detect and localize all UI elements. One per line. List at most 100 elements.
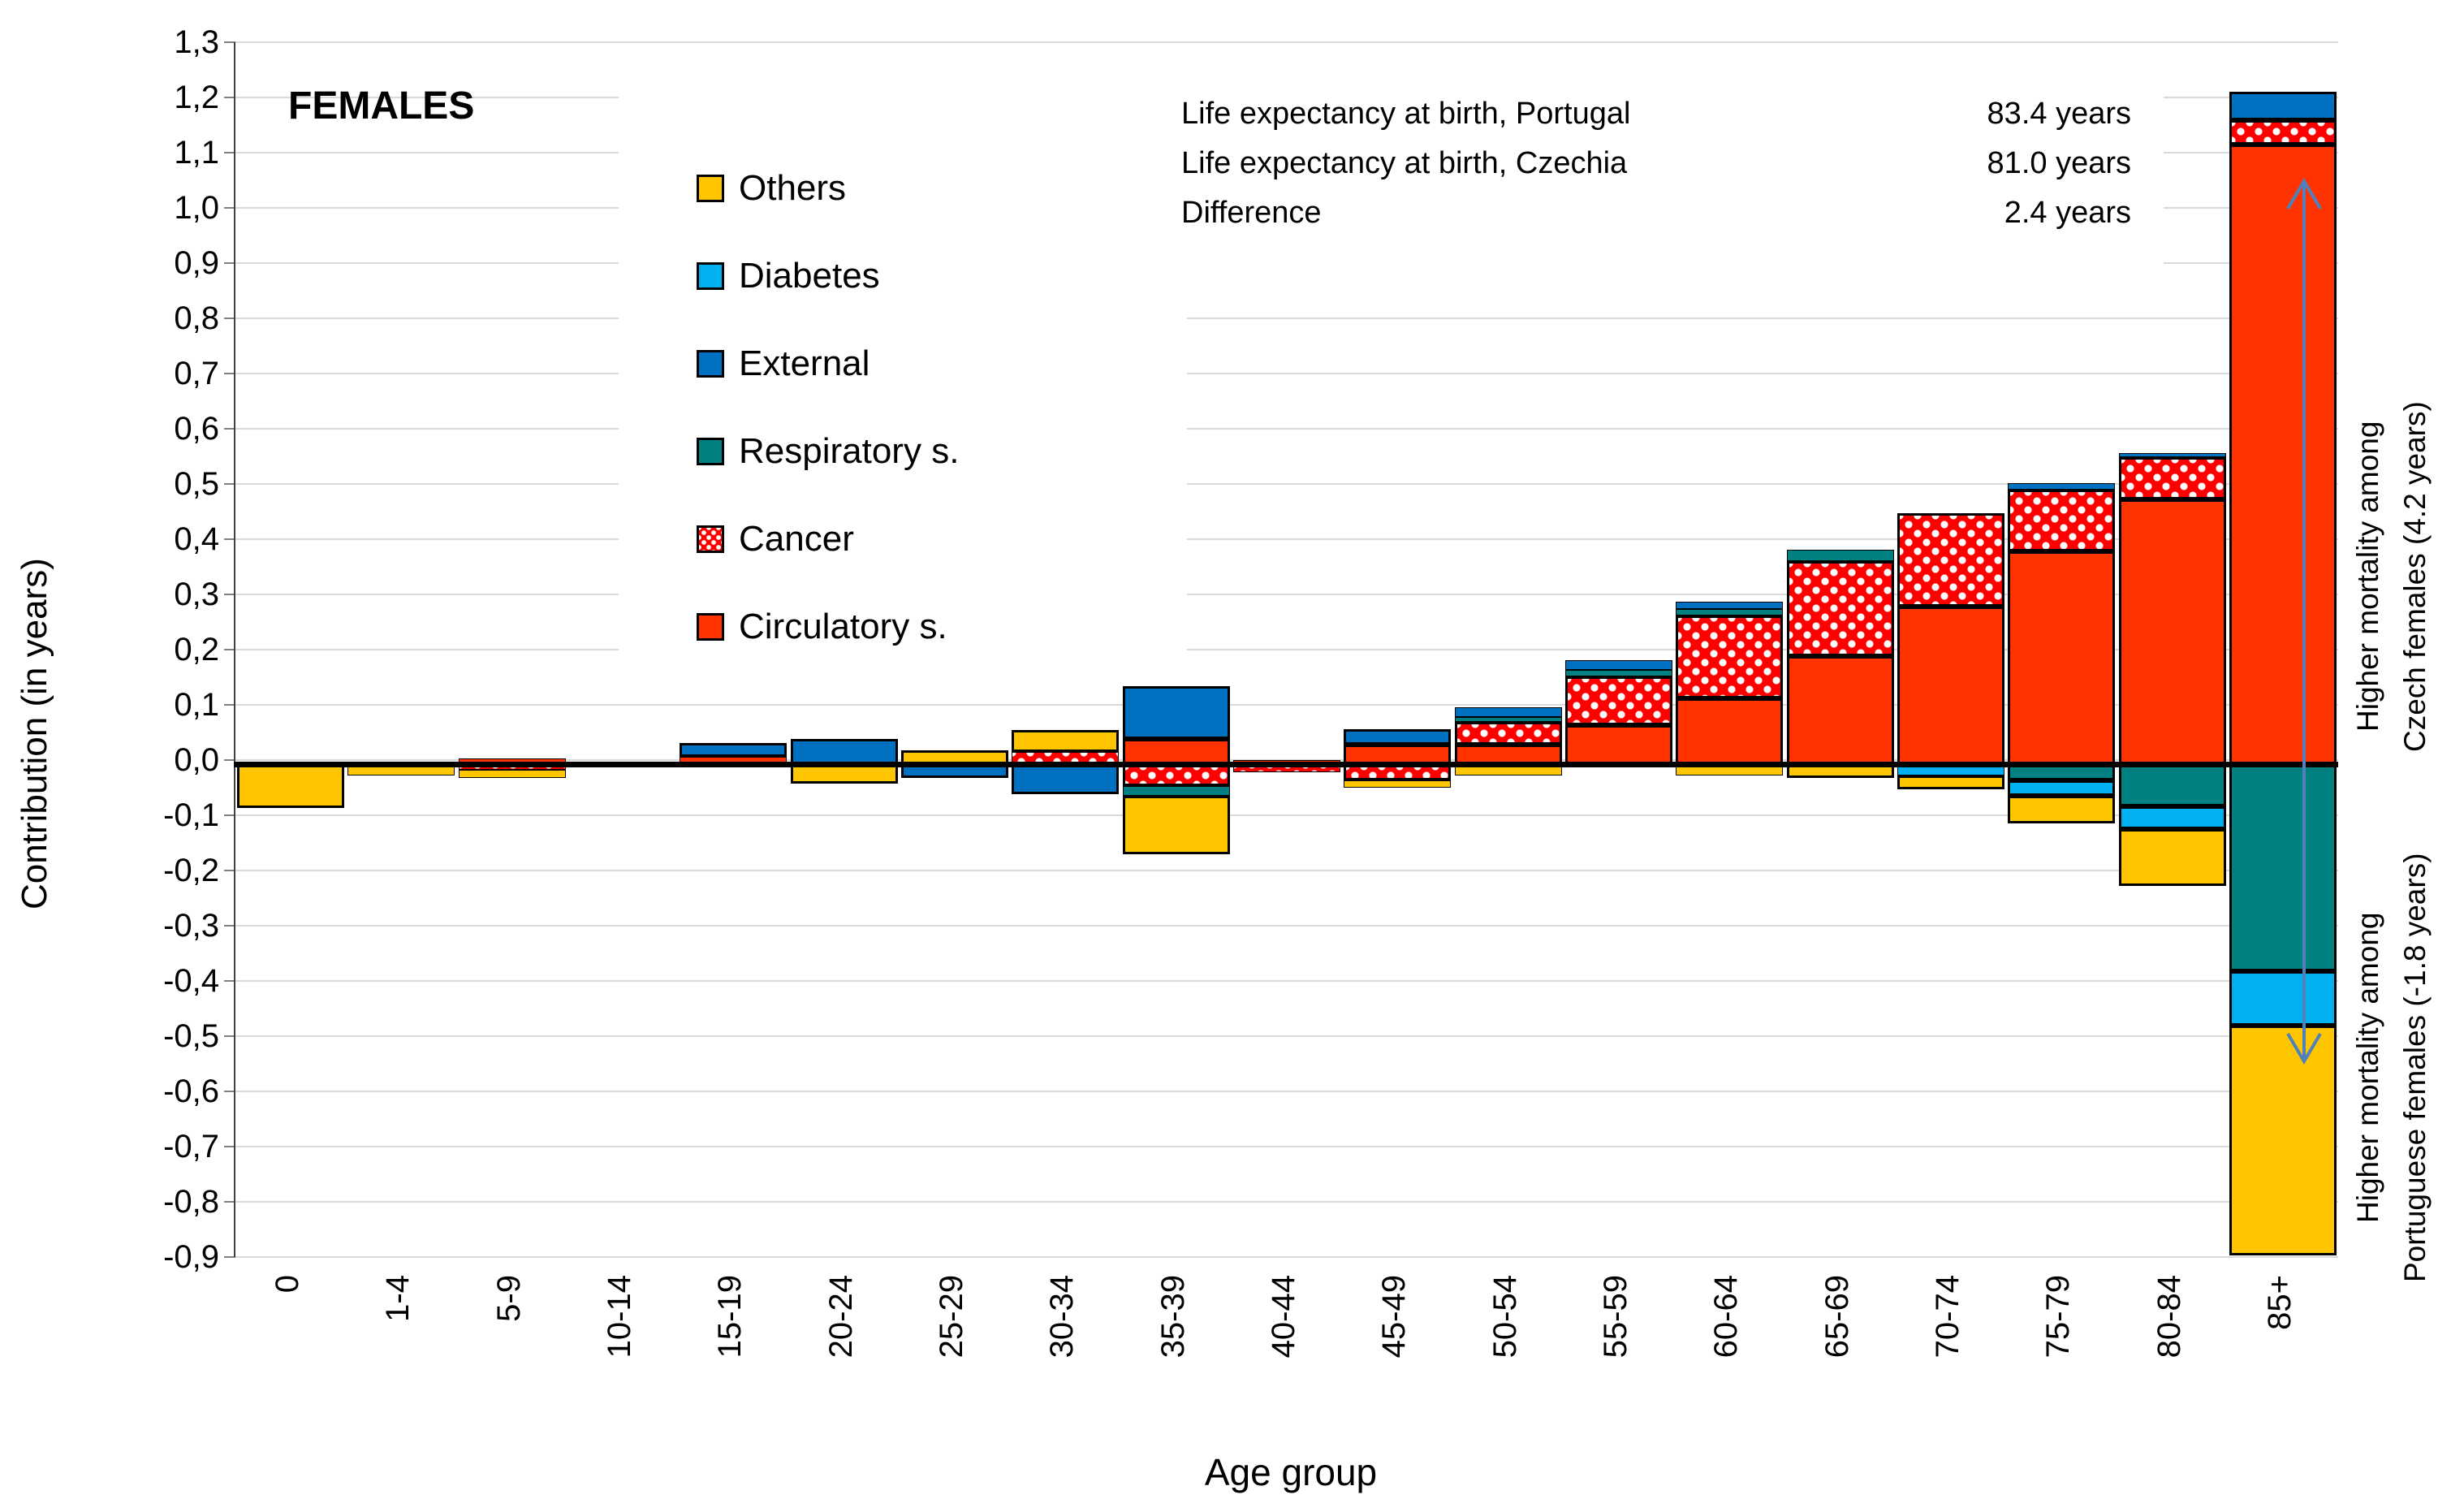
y-tick-label: 0,5 (174, 466, 219, 502)
double-headed-arrow (2286, 178, 2322, 1065)
legend-label: Circulatory s. (739, 607, 947, 646)
gridline (235, 704, 2338, 706)
gridline (235, 41, 2338, 43)
legend-label: Others (739, 168, 847, 208)
annotation-czech-females: Higher mortality among Czech females (4.… (2351, 401, 2432, 752)
y-tick-mark (224, 1146, 235, 1147)
external-swatch-icon (697, 350, 724, 378)
y-axis-line (234, 42, 235, 1257)
bar-segment-circulatory-s-35-39 (1122, 738, 1230, 764)
bar-segment-external-50-54 (1454, 706, 1562, 718)
bar-segment-respiratory-s-65-69 (1786, 550, 1894, 561)
x-tick-label: 65-69 (1819, 1275, 1855, 1359)
gridline (235, 980, 2338, 982)
y-tick-mark (224, 373, 235, 374)
y-axis-title: Contribution (in years) (15, 558, 54, 909)
x-tick-label: 30-34 (1044, 1275, 1081, 1359)
bar-segment-external-85+ (2229, 92, 2337, 121)
info-value: 2.4 years (2004, 196, 2131, 230)
x-tick-label: 40-44 (1266, 1275, 1301, 1359)
respiratory-s-swatch-icon (697, 438, 724, 465)
bar-segment-others-5-9 (458, 769, 566, 778)
others-swatch-icon (697, 175, 724, 202)
y-tick-label: 0,6 (174, 411, 219, 447)
y-tick-label: -0,2 (163, 853, 219, 888)
bar-segment-others-30-34 (1012, 729, 1120, 753)
y-tick-mark (224, 483, 235, 485)
bar-segment-cancer-75-79 (2008, 490, 2116, 552)
bar-segment-external-60-64 (1676, 602, 1784, 609)
bar-segment-external-75-79 (2008, 482, 2116, 490)
bar-segment-diabetes-75-79 (2008, 780, 2116, 797)
legend-label: Respiratory s. (739, 431, 960, 471)
legend-item: Diabetes (697, 246, 959, 306)
gridline (235, 373, 2338, 374)
bar-segment-external-35-39 (1122, 686, 1230, 739)
y-tick-label: 0,7 (174, 356, 219, 391)
x-tick-label: 35-39 (1154, 1275, 1191, 1359)
bar-segment-others-35-39 (1122, 796, 1230, 854)
y-tick-mark (224, 649, 235, 650)
bar-segment-cancer-35-39 (1122, 764, 1230, 787)
gridline (235, 649, 2338, 650)
bar-segment-others-85+ (2229, 1025, 2337, 1256)
bar-segment-cancer-50-54 (1454, 721, 1562, 745)
y-tick-label: -0,3 (163, 908, 219, 944)
cancer-swatch-icon (697, 525, 724, 553)
bar-segment-respiratory-s-55-59 (1564, 669, 1672, 676)
chart-title: FEMALES (288, 84, 475, 127)
bar-segment-respiratory-s-35-39 (1122, 786, 1230, 797)
gridline (235, 925, 2338, 927)
bar-segment-circulatory-s-80-84 (2118, 499, 2226, 764)
y-tick-mark (224, 207, 235, 209)
gridline (235, 1091, 2338, 1092)
y-tick-label: 0,1 (174, 687, 219, 723)
x-tick-label: 85+ (2261, 1275, 2298, 1330)
y-tick-label: -0,6 (163, 1074, 219, 1109)
gridline (235, 538, 2338, 540)
x-tick-label: 20-24 (822, 1275, 859, 1359)
gridline (235, 870, 2338, 871)
bar-segment-diabetes-70-74 (1897, 767, 2004, 775)
y-tick-label: 0,8 (174, 300, 219, 336)
gridline (235, 428, 2338, 430)
info-label: Difference (1181, 196, 1322, 230)
bar-segment-cancer-55-59 (1564, 676, 1672, 726)
x-axis-title: Age group (1204, 1451, 1378, 1493)
legend-item: External (697, 334, 959, 394)
x-tick-label: 25-29 (934, 1275, 970, 1359)
gridline (235, 1256, 2338, 1258)
legend-item: Cancer (697, 509, 959, 569)
gridline (235, 1201, 2338, 1203)
y-tick-mark (224, 152, 235, 153)
bar-segment-external-80-84 (2118, 453, 2226, 457)
diabetes-swatch-icon (697, 262, 724, 290)
bar-segment-respiratory-s-85+ (2229, 764, 2337, 971)
y-tick-mark (224, 538, 235, 540)
legend-item: Others (697, 158, 959, 218)
y-tick-label: -0,1 (163, 797, 219, 833)
x-tick-label: 70-74 (1929, 1275, 1966, 1359)
y-tick-label: 0,2 (174, 632, 219, 667)
x-tick-label: 15-19 (712, 1275, 749, 1359)
bar-segment-others-45-49 (1344, 780, 1452, 788)
x-tick-label: 5-9 (490, 1275, 527, 1322)
info-value: 83.4 years (1987, 97, 2131, 131)
bar-segment-external-45-49 (1344, 729, 1452, 745)
zero-axis-line (234, 762, 2338, 767)
y-tick-mark (224, 1035, 235, 1037)
info-row: Life expectancy at birth, Portugal 83.4 y… (1181, 89, 2131, 139)
y-tick-mark (224, 980, 235, 982)
y-tick-label: 1,1 (174, 135, 219, 171)
bar-segment-others-70-74 (1897, 775, 2004, 789)
annotation-portuguese-females: Higher mortality among Portuguese female… (2351, 853, 2432, 1283)
y-tick-mark (224, 262, 235, 264)
info-row: Life expectancy at birth, Czechia 81.0 ye… (1181, 139, 2131, 188)
bar-segment-cancer-65-69 (1786, 560, 1894, 656)
gridline (235, 1035, 2338, 1037)
y-tick-mark (224, 1091, 235, 1092)
bar-segment-external-15-19 (680, 743, 788, 758)
x-tick-label: 75-79 (2040, 1275, 2077, 1359)
x-tick-label: 60-64 (1708, 1275, 1745, 1359)
bar-segment-cancer-60-64 (1676, 616, 1784, 699)
